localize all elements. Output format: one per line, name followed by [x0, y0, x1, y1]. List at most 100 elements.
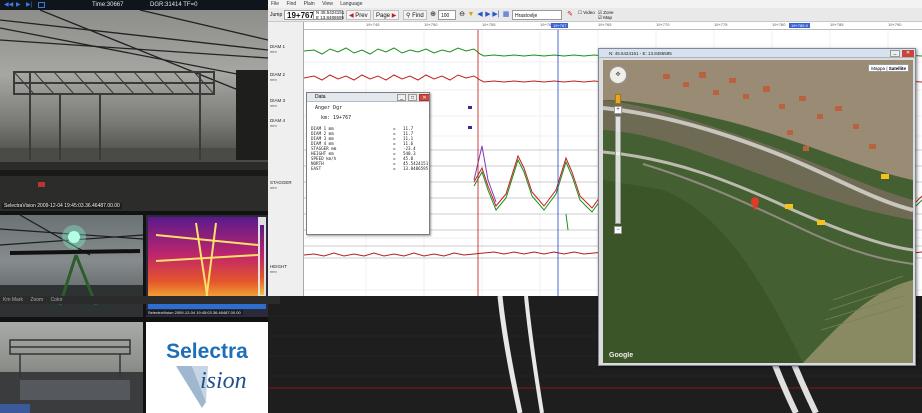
zoom-select[interactable]: 100 [438, 10, 456, 20]
channel-diam2: DIAM 2 mm [270, 72, 285, 82]
prev-label: Prev [355, 13, 368, 19]
close-icon[interactable]: ✕ [902, 50, 914, 57]
data-row-name: DIAM 3 mm [311, 136, 334, 141]
map-type-map[interactable]: Mappa [871, 66, 886, 71]
channel-name: DIAM 3 [270, 98, 286, 103]
channel-name: DIAM 1 [270, 44, 286, 49]
find-button[interactable]: ⚲ Find [403, 10, 427, 20]
video-checkbox[interactable]: ☐ Video [578, 10, 595, 15]
data-row-equals: = [393, 166, 396, 171]
data-row-equals: = [393, 146, 396, 151]
page-button[interactable]: Page ▶ [373, 10, 400, 20]
data-row-value: 11.7 [403, 126, 414, 131]
data-row-value: 11.6 [403, 141, 414, 146]
data-dialog-titlebar[interactable]: Data [307, 93, 429, 102]
minimize-icon[interactable]: _ [397, 94, 406, 101]
data-row: HEIGHT mm = 540.3 [311, 151, 429, 156]
ruler-tick: 19+755 [482, 22, 496, 27]
channel-unit: mm [270, 49, 277, 54]
page-label: Page [376, 13, 391, 19]
calendar-icon[interactable]: ▦ [502, 11, 510, 18]
close-icon[interactable]: ✕ [419, 94, 429, 101]
step-forward-icon[interactable]: ▶ [485, 11, 491, 18]
status-km-mark[interactable]: Km Mark [3, 297, 23, 303]
channel-height: HEIGHT mm [270, 264, 287, 274]
pan-control-icon[interactable]: ✥ [609, 66, 627, 84]
menu-file[interactable]: File [271, 1, 280, 7]
data-row-equals: = [393, 161, 396, 166]
status-color[interactable]: Color [50, 297, 63, 303]
dgr-label: DGR:31414 TF=0 [150, 2, 198, 8]
data-row-name: DIAM 2 mm [311, 131, 334, 136]
ruler-tick: 19+780 [772, 22, 786, 27]
data-row-value: 45.5424151 [403, 161, 429, 166]
zoom-out-icon[interactable]: − [614, 226, 622, 234]
channel-name: HEIGHT [270, 264, 288, 269]
maximize-icon[interactable]: □ [408, 94, 417, 101]
data-row-equals: = [393, 131, 396, 136]
data-row-value: -23.4 [403, 146, 416, 151]
map-type-selector[interactable]: Mappa | Satellite [868, 64, 909, 72]
skip-end-icon[interactable]: ▶| [492, 11, 500, 18]
channel-unit: mm [270, 123, 277, 128]
data-row-value: 11.1 [403, 136, 414, 141]
menu-bar: File Find Plain View Language [268, 0, 922, 8]
channel-labels: DIAM 1 mm DIAM 2 mm DIAM 3 mm DIAM 4 mm STAG… [268, 22, 304, 296]
menu-find[interactable]: Find [286, 1, 297, 7]
logo-text-selectra: Selectra [166, 340, 248, 363]
position-marker-2[interactable]: 19+785 0 [789, 23, 810, 28]
menu-view[interactable]: View [322, 1, 333, 7]
menu-language[interactable]: Language [340, 1, 363, 7]
map-window: N: 45.5424151 - E: 13.8486595 _ ✕ [598, 48, 916, 366]
street-view-icon[interactable] [615, 94, 621, 104]
camera-thermal-timestamp: SelectraVision 2009-12-04 19:45:03.36.46… [146, 310, 243, 315]
ruler-tick: 19+770 [656, 22, 670, 27]
step-back-icon[interactable]: ◀ [477, 11, 483, 18]
channel-stagger: STAGGER mm [270, 180, 292, 190]
data-row: DIAM 2 mm = 11.7 [311, 131, 429, 136]
data-row-name: HEIGHT mm [311, 151, 334, 156]
map-type-satellite[interactable]: Satellite [888, 66, 906, 71]
data-dialog: Data _ □ ✕ Anger Dgr km: 19+767 DIAM 1 m… [306, 92, 430, 235]
channel-name: DIAM 2 [270, 72, 286, 77]
rewind-icon[interactable]: ◀◀ [4, 2, 14, 8]
zoom-out-icon[interactable]: ⊖ [459, 11, 465, 18]
zoom-in-icon[interactable]: ⊕ [430, 11, 436, 18]
prev-button[interactable]: ◀ Prev [346, 10, 371, 20]
km-input[interactable]: 19+767 [284, 10, 317, 20]
km-ruler: 19+745 19+750 19+755 19+760 19+765 19+77… [304, 22, 922, 30]
camera-front-view: SelectraVision 2009-12-04 19:45:03.36.46… [0, 10, 268, 211]
zoom-in-icon[interactable]: + [614, 106, 622, 114]
time-label: Time:30667 [92, 2, 124, 8]
data-row-equals: = [393, 151, 396, 156]
data-row-name: DIAM 1 mm [311, 126, 334, 131]
data-row-name: NORTH [311, 161, 324, 166]
camera-thermal-image [148, 217, 266, 309]
selectra-vision-logo: Selectra ision [146, 322, 268, 413]
zone-checkbox[interactable]: ☑ Zone ☑ Map [598, 10, 614, 20]
channel-unit: mm [270, 77, 277, 82]
map-window-titlebar[interactable]: N: 45.5424151 - E: 13.8486595 [599, 49, 915, 58]
channel-unit: mm [270, 185, 277, 190]
data-row-equals: = [393, 141, 396, 146]
camera-front-image [0, 10, 268, 211]
forward-icon[interactable]: ▶| [26, 2, 33, 8]
data-row: DIAM 1 mm = 11.7 [311, 126, 429, 131]
play-icon[interactable]: ▶ [16, 2, 21, 8]
zoom-slider[interactable] [615, 116, 621, 224]
map-window-title: N: 45.5424151 - E: 13.8486595 [609, 51, 672, 56]
position-marker[interactable]: 19+767 [551, 23, 569, 28]
minimize-icon[interactable]: _ [890, 50, 900, 57]
video-toolbar: ◀◀ ▶ ▶| Time:30667 DGR:31414 TF=0 [0, 0, 268, 10]
status-zoom[interactable]: Zoom [30, 297, 44, 303]
satellite-map[interactable]: Mappa | Satellite ✥ + − Google [603, 60, 913, 363]
data-row-equals: = [393, 156, 396, 161]
data-dialog-rows: DIAM 1 mm = 11.7 DIAM 2 mm = 11.7 DIAM 3 mm =… [311, 126, 429, 171]
menu-plain[interactable]: Plain [303, 1, 315, 7]
window-icon[interactable] [38, 2, 45, 8]
station-select[interactable]: Hrastovlje [512, 10, 562, 20]
filter-icon[interactable]: ▼ [467, 11, 475, 18]
marker-icon[interactable]: ✎ [567, 11, 573, 18]
coord-north: N 45.5424151 [316, 10, 345, 15]
